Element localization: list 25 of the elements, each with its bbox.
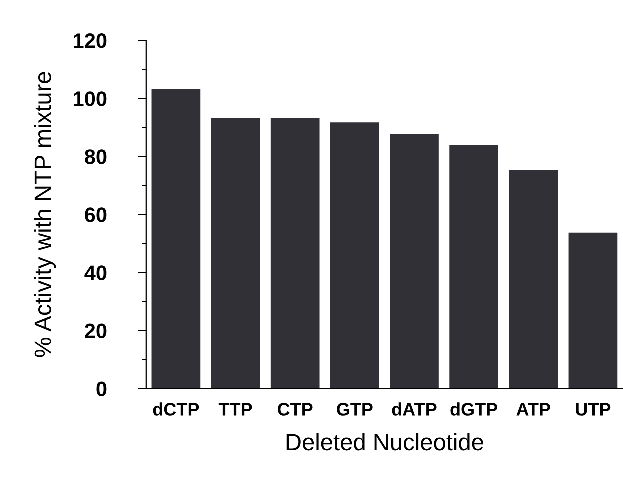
y-tick-label: 40: [84, 266, 107, 280]
x-tick-label: dATP: [392, 402, 437, 416]
x-tick-label: dCTP: [153, 402, 200, 416]
x-tick-label: ATP: [516, 403, 550, 416]
bar: [152, 89, 201, 389]
y-tick-label: 20: [85, 324, 107, 338]
x-tick-label: TTP: [218, 403, 252, 416]
y-tick-label: 60: [85, 208, 107, 222]
x-tick-label: GTP: [337, 403, 373, 416]
y-tick-label: 100: [74, 92, 107, 106]
bar: [270, 118, 320, 389]
bar: [211, 118, 260, 389]
bar: [568, 232, 618, 389]
x-tick-label: dGTP: [450, 402, 498, 416]
bar: [390, 134, 439, 389]
x-axis-title: Deleted Nucleotide: [286, 433, 484, 451]
y-tick-label: 80: [85, 150, 107, 164]
x-tick-label: UTP: [576, 403, 611, 416]
y-axis-title: % Activity with NTP mixture: [34, 72, 56, 358]
bar: [450, 145, 498, 389]
x-tick-label: CTP: [278, 403, 313, 416]
y-tick-label: 120: [74, 34, 107, 48]
bar: [509, 170, 558, 389]
y-tick-label: 0: [96, 382, 107, 397]
bar: [330, 122, 380, 389]
